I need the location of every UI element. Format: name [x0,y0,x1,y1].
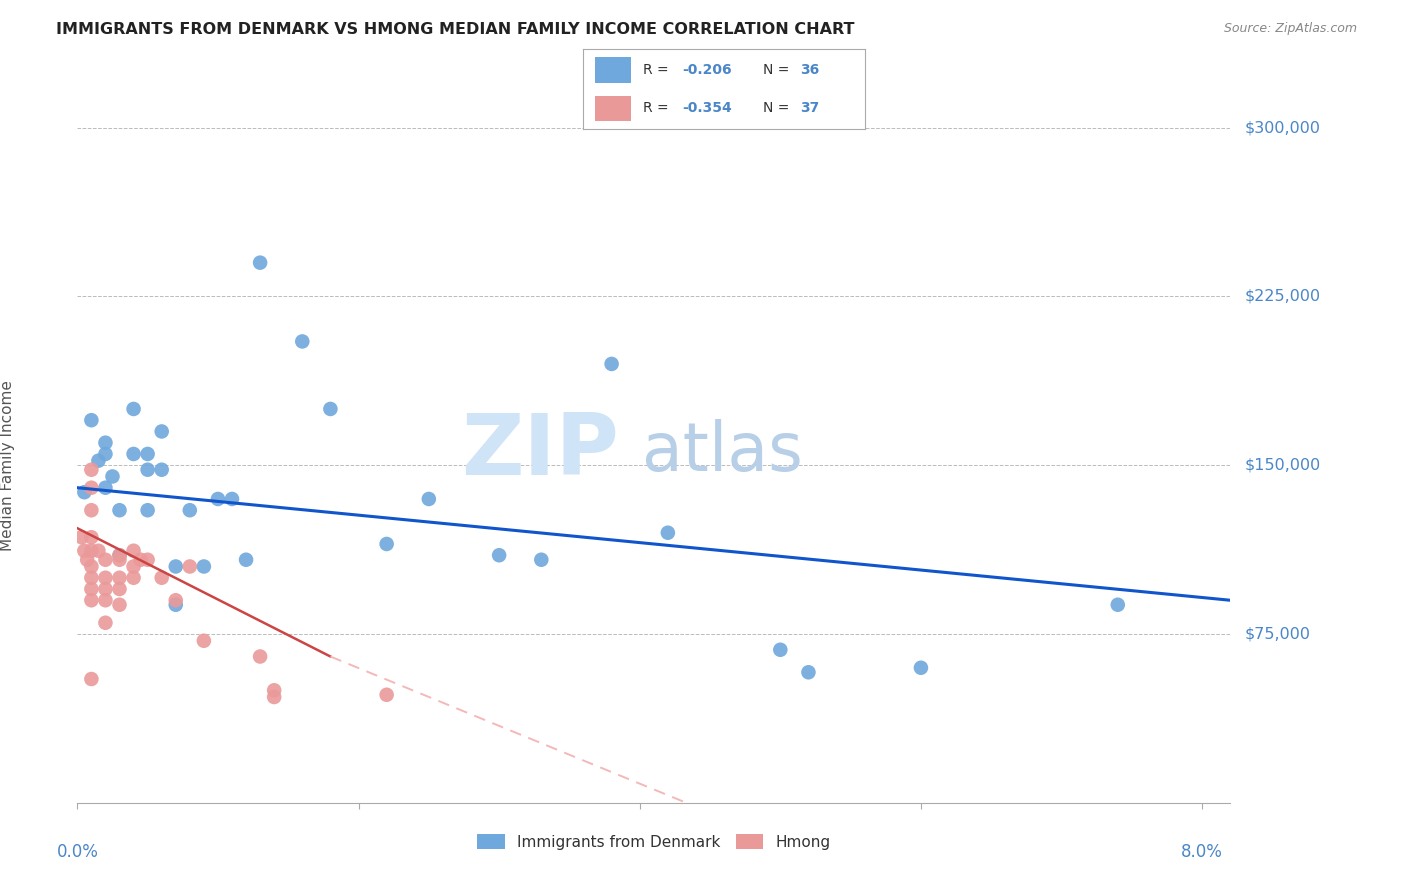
Text: -0.206: -0.206 [682,63,731,77]
Point [122,401,145,416]
Text: ZIP: ZIP [461,410,619,493]
Bar [595,95,631,121]
Point [263,690,285,704]
Text: $300,000: $300,000 [1244,120,1320,135]
Point [80,559,103,574]
Point [108,582,131,596]
Point [94,481,117,495]
Point [122,447,145,461]
Text: Source: ZipAtlas.com: Source: ZipAtlas.com [1223,22,1357,36]
Point [80,530,103,544]
Point [87,543,110,558]
Point [136,463,159,477]
Point [235,553,257,567]
Point [122,543,145,558]
Point [797,665,820,680]
Text: N =: N = [763,102,794,115]
Point [600,357,623,371]
Point [207,491,229,506]
Point [87,453,110,467]
Point [80,503,103,517]
Bar [595,57,631,83]
Point [80,481,103,495]
Point [94,582,117,596]
Point [108,571,131,585]
Point [94,615,117,630]
Point [80,593,103,607]
Point [122,571,145,585]
Point [193,559,215,574]
Point [80,582,103,596]
Text: 0.0%: 0.0% [56,843,98,862]
Point [129,553,152,567]
Point [108,548,131,562]
Point [94,435,117,450]
Point [94,593,117,607]
Text: N =: N = [763,63,794,77]
Point [179,559,201,574]
Point [769,642,792,657]
Point [80,413,103,427]
Point [108,553,131,567]
Point [76,553,98,567]
Point [136,553,159,567]
Text: -0.354: -0.354 [682,102,731,115]
Point [108,503,131,517]
Point [319,401,342,416]
Point [150,571,173,585]
Point [375,688,398,702]
Point [165,598,187,612]
Point [165,559,187,574]
Point [80,672,103,686]
Point [80,543,103,558]
Point [530,553,553,567]
Text: R =: R = [643,63,672,77]
Point [73,543,96,558]
Point [136,503,159,517]
Text: Median Family Income: Median Family Income [0,380,14,550]
Point [291,334,314,349]
Point [108,598,131,612]
Text: IMMIGRANTS FROM DENMARK VS HMONG MEDIAN FAMILY INCOME CORRELATION CHART: IMMIGRANTS FROM DENMARK VS HMONG MEDIAN … [56,22,855,37]
Point [179,503,201,517]
Point [108,548,131,562]
Text: 8.0%: 8.0% [1181,843,1223,862]
Point [375,537,398,551]
Point [94,571,117,585]
Text: $150,000: $150,000 [1244,458,1320,473]
Legend: Immigrants from Denmark, Hmong: Immigrants from Denmark, Hmong [470,826,838,857]
Text: 37: 37 [800,102,820,115]
Point [122,559,145,574]
Point [1107,598,1129,612]
Point [249,255,271,269]
Text: 36: 36 [800,63,820,77]
Point [418,491,440,506]
Point [70,530,93,544]
Point [136,447,159,461]
Point [150,463,173,477]
Point [94,447,117,461]
Point [488,548,510,562]
Point [94,553,117,567]
Point [221,491,243,506]
Point [165,593,187,607]
Point [910,661,932,675]
Text: R =: R = [643,102,672,115]
Point [263,683,285,698]
Text: $225,000: $225,000 [1244,289,1320,304]
Point [249,649,271,664]
Point [73,485,96,500]
Point [80,571,103,585]
Point [193,633,215,648]
Text: $75,000: $75,000 [1244,626,1310,641]
Point [657,525,679,540]
Point [101,469,124,483]
Text: atlas: atlas [643,418,803,484]
Point [80,463,103,477]
Point [150,425,173,439]
